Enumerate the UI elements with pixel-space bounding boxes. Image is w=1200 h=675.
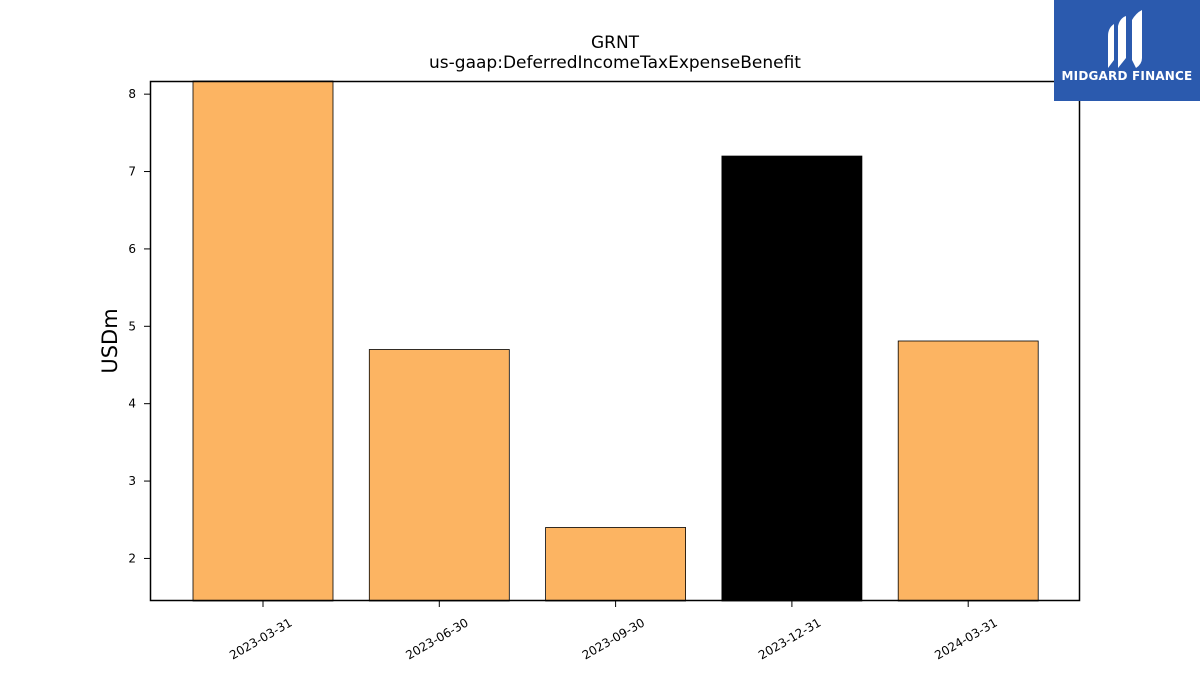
x-axis-ticks: 2023-03-31 2023-06-30 2023-09-30 2023-12-31… (227, 601, 1000, 662)
y-tick-label: 4 (128, 397, 136, 411)
bars-group (192, 80, 1039, 602)
y-tick-label: 6 (128, 242, 136, 256)
bar-2024-03-31 (897, 340, 1039, 602)
y-tick-label: 3 (128, 474, 136, 488)
chart-title: GRNT (591, 33, 640, 53)
bar-2023-03-31 (192, 80, 334, 602)
midgard-m-logo-icon (1108, 10, 1142, 68)
chart-subtitle: us-gaap:DeferredIncomeTaxExpenseBenefit (429, 53, 801, 73)
bar-2023-06-30 (368, 349, 510, 602)
bar-2023-09-30 (545, 527, 686, 602)
y-axis-ticks: 2 3 4 5 6 7 8 (128, 87, 150, 565)
x-tick-label: 2024-03-31 (932, 615, 999, 662)
plot-frame (149, 80, 1081, 602)
x-tick-label: 2023-09-30 (580, 615, 647, 662)
y-tick-label: 7 (128, 165, 136, 179)
x-tick-label: 2023-06-30 (403, 615, 470, 662)
y-axis-label: USDm (98, 308, 122, 373)
y-tick-label: 2 (128, 551, 136, 565)
x-tick-label: 2023-03-31 (227, 615, 294, 662)
brand-name: MIDGARD FINANCE (1061, 69, 1193, 83)
brand-logo: MIDGARD FINANCE (1054, 0, 1200, 101)
bar-2023-12-31 (721, 155, 863, 602)
y-tick-label: 5 (128, 319, 136, 333)
x-tick-label: 2023-12-31 (756, 615, 823, 662)
y-tick-label: 8 (128, 87, 136, 101)
